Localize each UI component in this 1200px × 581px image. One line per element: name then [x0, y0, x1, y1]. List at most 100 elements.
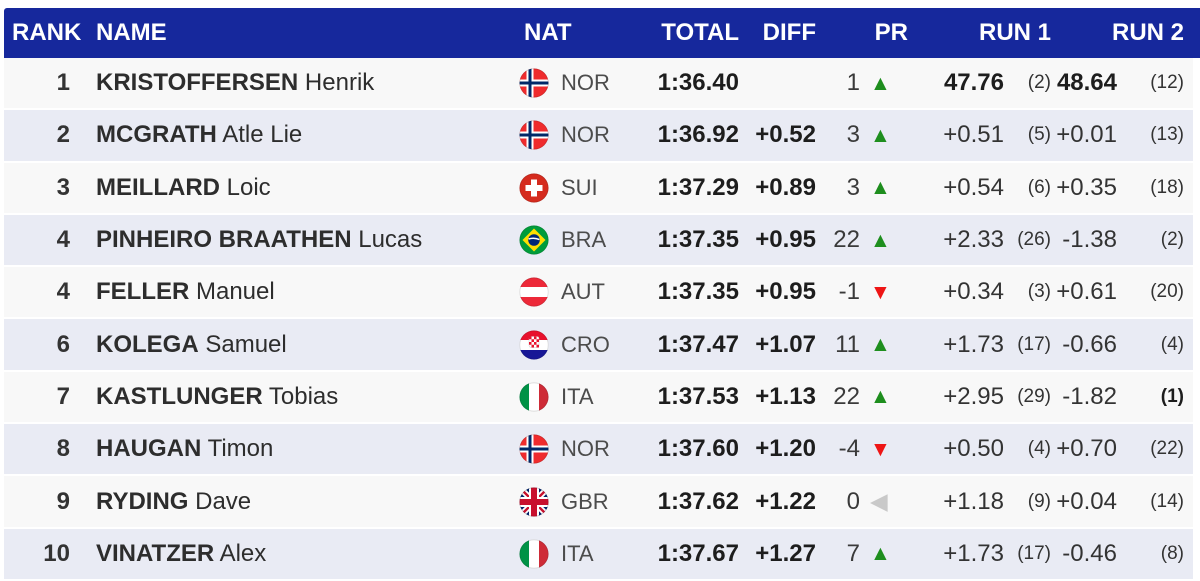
table-row[interactable]: 8 HAUGAN Timon NOR 1:37.60 +1.20 -4 ▼ +0…	[4, 424, 1193, 475]
pr-arrow-up-icon: ▲	[870, 176, 891, 200]
run1-rank: (6)	[1027, 176, 1051, 198]
run2-time: +0.04	[1056, 487, 1117, 515]
flag-icon-aut	[519, 277, 549, 307]
nat-code: AUT	[561, 279, 605, 305]
run1-time: +0.34	[943, 278, 1004, 306]
name-cell: KRISTOFFERSEN Henrik	[82, 69, 509, 97]
table-row[interactable]: 9 RYDING Dave GBR 1:37.62 +1.22 0 ◀ +1.1…	[4, 476, 1193, 527]
col-header-run2: RUN 2	[1111, 19, 1184, 46]
first-name: Atle Lie	[216, 121, 303, 149]
flag-icon-ita	[519, 539, 549, 569]
rank-cell: 2	[56, 121, 70, 149]
table-row[interactable]: 7 KASTLUNGER Tobias ITA 1:37.53 +1.13 22…	[4, 371, 1193, 423]
total-time: 1:37.53	[657, 382, 739, 410]
pr-arrow-up-icon: ▲	[870, 542, 891, 566]
pr-value: 0	[846, 487, 860, 515]
name-cell: PINHEIRO BRAATHEN Lucas	[82, 226, 509, 254]
table-row[interactable]: 1 KRISTOFFERSEN Henrik NOR 1:36.40 1 ▲ 4…	[4, 58, 1193, 109]
pr-arrow-down-icon: ▼	[870, 280, 891, 304]
run1-rank: (4)	[1027, 438, 1051, 460]
table-body: 1 KRISTOFFERSEN Henrik NOR 1:36.40 1 ▲ 4…	[4, 58, 1200, 579]
first-name: Dave	[188, 487, 252, 515]
flag-cell	[509, 330, 554, 360]
name-cell: KOLEGA Samuel	[82, 331, 509, 359]
total-time: 1:37.62	[657, 487, 739, 515]
diff-time: +0.52	[755, 121, 816, 149]
rank-cell: 4	[56, 226, 70, 254]
run2-rank: (1)	[1160, 385, 1184, 407]
run2-time: +0.70	[1056, 435, 1117, 463]
last-name: KOLEGA	[96, 330, 199, 358]
rank-cell: 10	[43, 539, 70, 567]
last-name: KASTLUNGER	[96, 382, 263, 410]
results-table: RANK NAME NAT TOTAL DIFF PR RUN 1 RUN 2 …	[4, 8, 1200, 581]
flag-icon-nor	[519, 120, 549, 151]
first-name: Loic	[219, 173, 271, 201]
name-cell: FELLER Manuel	[82, 278, 509, 306]
run2-rank: (22)	[1150, 438, 1184, 460]
first-name: Samuel	[198, 330, 287, 358]
pr-arrow-neutral-icon: ◀	[870, 488, 888, 515]
nat-code: NOR	[561, 436, 610, 462]
flag-icon-gbr	[519, 486, 549, 517]
col-header-total: TOTAL	[661, 19, 739, 46]
pr-arrow-up-icon: ▲	[870, 385, 891, 409]
total-time: 1:37.60	[657, 435, 739, 463]
col-header-name: NAME	[96, 19, 167, 46]
run2-rank: (20)	[1150, 281, 1184, 303]
run2-rank: (13)	[1150, 124, 1184, 146]
table-row[interactable]: 2 MCGRATH Atle Lie NOR 1:36.92 +0.52 3 ▲…	[4, 110, 1193, 161]
last-name: MEILLARD	[96, 173, 220, 201]
diff-time: +1.07	[755, 330, 816, 358]
run2-rank: (18)	[1150, 176, 1184, 198]
run1-time: +1.73	[943, 539, 1004, 567]
name-cell: RYDING Dave	[82, 488, 509, 516]
last-name: MCGRATH	[96, 121, 217, 149]
run1-rank: (2)	[1027, 72, 1051, 94]
col-header-rank: RANK	[12, 19, 82, 46]
run1-time: +2.33	[943, 226, 1004, 254]
run1-rank: (3)	[1027, 281, 1051, 303]
pr-value: 22	[833, 382, 860, 410]
table-row[interactable]: 10 VINATZER Alex ITA 1:37.67 +1.27 7 ▲ +…	[4, 528, 1193, 579]
total-time: 1:37.47	[657, 330, 739, 358]
flag-cell	[509, 277, 554, 307]
run2-rank: (4)	[1160, 333, 1184, 355]
run2-rank: (12)	[1150, 72, 1184, 94]
run1-rank: (17)	[1017, 542, 1051, 564]
nat-code: SUI	[561, 174, 598, 200]
run2-rank: (2)	[1160, 229, 1184, 251]
table-row[interactable]: 3 MEILLARD Loic SUI 1:37.29 +0.89 3 ▲ +0…	[4, 162, 1193, 213]
total-time: 1:37.35	[657, 226, 739, 254]
run2-rank: (14)	[1150, 490, 1184, 512]
last-name: KRISTOFFERSEN	[96, 69, 299, 97]
table-row[interactable]: 4 PINHEIRO BRAATHEN Lucas BRA 1:37.35 +0…	[4, 214, 1193, 266]
flag-cell	[509, 539, 554, 569]
table-header: RANK NAME NAT TOTAL DIFF PR RUN 1 RUN 2	[4, 8, 1200, 58]
run1-time: +2.95	[943, 382, 1004, 410]
rank-cell: 9	[56, 487, 70, 515]
rank-cell: 1	[56, 69, 70, 97]
diff-time: +0.95	[755, 226, 816, 254]
pr-value: 3	[846, 121, 860, 149]
nat-code: BRA	[561, 227, 607, 253]
nat-code: GBR	[561, 488, 609, 514]
run1-time: +1.73	[943, 330, 1004, 358]
total-time: 1:37.35	[657, 278, 739, 306]
run2-time: -1.82	[1062, 382, 1117, 410]
run2-time: -1.38	[1062, 226, 1117, 254]
first-name: Henrik	[298, 69, 375, 97]
flag-cell	[509, 225, 554, 255]
col-header-nat: NAT	[524, 19, 572, 46]
table-row[interactable]: 6 KOLEGA Samuel CRO 1:37.47 +1.07 11 ▲ +…	[4, 319, 1193, 370]
total-time: 1:37.29	[657, 173, 739, 201]
rank-cell: 7	[56, 382, 70, 410]
table-row[interactable]: 4 FELLER Manuel AUT 1:37.35 +0.95 -1 ▼ +…	[4, 267, 1193, 318]
run1-rank: (29)	[1017, 385, 1051, 407]
flag-cell	[509, 382, 554, 412]
nat-code: ITA	[561, 383, 594, 409]
name-cell: KASTLUNGER Tobias	[82, 383, 509, 411]
run1-time: +1.18	[943, 487, 1004, 515]
rank-cell: 3	[56, 173, 70, 201]
